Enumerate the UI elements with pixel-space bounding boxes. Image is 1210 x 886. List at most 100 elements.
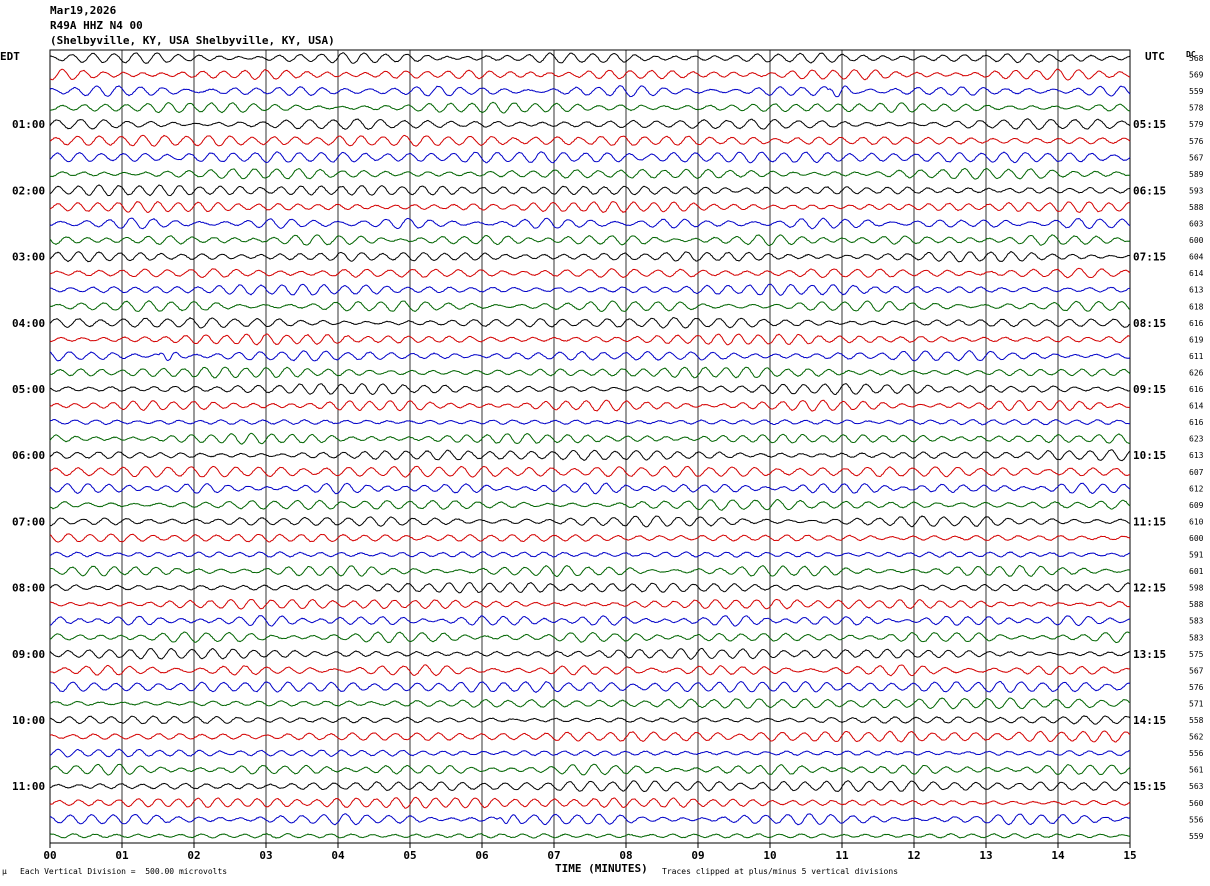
- trace-row-32: [49, 564, 1131, 578]
- right-hour-label: 14:15: [1133, 714, 1166, 727]
- dc-offset-label: 614: [1189, 402, 1204, 411]
- dc-offset-label: 616: [1189, 319, 1204, 328]
- trace-row-30: [49, 533, 1131, 543]
- trace-row-42: [49, 730, 1131, 743]
- trace-row-4: [49, 101, 1131, 114]
- dc-offset-label: 563: [1189, 782, 1204, 791]
- trace-row-29: [49, 515, 1131, 528]
- right-timezone-label: UTC: [1145, 50, 1165, 63]
- dc-offset-label: 588: [1189, 203, 1204, 212]
- trace-row-11: [49, 217, 1131, 230]
- trace-row-45: [49, 780, 1131, 793]
- trace-row-17: [49, 317, 1131, 329]
- trace-row-22: [49, 399, 1131, 412]
- trace-row-38: [49, 664, 1131, 677]
- left-hour-label: 07:00: [12, 515, 45, 528]
- dc-offset-label: 561: [1189, 766, 1204, 775]
- trace-row-7: [49, 151, 1131, 164]
- dc-offset-label: 607: [1189, 468, 1204, 477]
- dc-offset-label: 623: [1189, 435, 1204, 444]
- dc-offset-label: 579: [1189, 120, 1204, 129]
- dc-offset-label: 613: [1189, 451, 1204, 460]
- dc-offset-label: 576: [1189, 137, 1204, 146]
- right-hour-label: 10:15: [1133, 449, 1166, 462]
- trace-row-23: [49, 418, 1131, 426]
- dc-offset-label: 616: [1189, 418, 1204, 427]
- trace-row-6: [49, 134, 1131, 147]
- trace-row-41: [49, 715, 1131, 725]
- left-hour-label: 04:00: [12, 317, 45, 330]
- dc-offset-label: 583: [1189, 617, 1204, 626]
- trace-row-31: [49, 551, 1131, 558]
- trace-row-14: [49, 267, 1131, 279]
- dc-offset-label: 603: [1189, 220, 1204, 229]
- corner-mark: µ: [2, 867, 7, 876]
- right-hour-label: 13:15: [1133, 648, 1166, 661]
- trace-row-48: [49, 832, 1131, 839]
- trace-row-44: [49, 763, 1131, 776]
- trace-row-28: [49, 498, 1131, 511]
- dc-offset-label: 612: [1189, 484, 1204, 493]
- dc-offset-label: 559: [1189, 87, 1204, 96]
- x-tick-label: 05: [403, 849, 416, 862]
- trace-row-18: [49, 333, 1131, 346]
- trace-row-33: [49, 582, 1131, 594]
- dc-offset-label: 559: [1189, 832, 1204, 841]
- dc-offset-label: 583: [1189, 633, 1204, 642]
- trace-row-39: [49, 680, 1131, 694]
- trace-row-24: [49, 432, 1131, 445]
- dc-offset-label: 569: [1189, 71, 1204, 80]
- trace-row-34: [49, 598, 1131, 610]
- x-tick-label: 00: [43, 849, 56, 862]
- left-hour-label: 02:00: [12, 184, 45, 197]
- header-date: Mar19,2026: [50, 4, 117, 17]
- dc-offset-label: 613: [1189, 286, 1204, 295]
- dc-offset-label: 604: [1189, 253, 1204, 262]
- dc-label: DC: [1186, 50, 1196, 59]
- dc-offset-label: 611: [1189, 352, 1204, 361]
- trace-row-20: [49, 366, 1131, 379]
- trace-row-25: [49, 449, 1131, 462]
- trace-row-37: [49, 647, 1131, 660]
- left-hour-label: 05:00: [12, 383, 45, 396]
- left-hour-label: 08:00: [12, 582, 45, 595]
- header-location: (Shelbyville, KY, USA Shelbyville, KY, U…: [50, 34, 335, 47]
- left-hour-label: 11:00: [12, 780, 45, 793]
- trace-row-19: [49, 350, 1131, 362]
- right-hour-label: 07:15: [1133, 251, 1166, 264]
- x-tick-label: 06: [475, 849, 489, 862]
- trace-row-8: [49, 167, 1131, 180]
- x-tick-label: 03: [259, 849, 272, 862]
- trace-row-40: [49, 697, 1131, 710]
- dc-offset-label: 562: [1189, 733, 1204, 742]
- x-tick-label: 10: [763, 849, 776, 862]
- trace-row-27: [49, 482, 1131, 495]
- x-axis-title: TIME (MINUTES): [555, 862, 648, 875]
- dc-offset-label: 600: [1189, 534, 1204, 543]
- trace-row-5: [49, 118, 1131, 130]
- dc-offset-label: 600: [1189, 236, 1204, 245]
- right-hour-label: 05:15: [1133, 118, 1166, 131]
- x-tick-label: 12: [907, 849, 920, 862]
- left-hour-label: 01:00: [12, 118, 45, 131]
- dc-offset-label: 593: [1189, 186, 1204, 195]
- dc-offset-label: 614: [1189, 269, 1204, 278]
- scale-note: Each Vertical Division = 500.00 microvol…: [20, 867, 228, 876]
- left-hour-label: 06:00: [12, 449, 45, 462]
- trace-row-9: [49, 184, 1131, 197]
- trace-row-10: [49, 201, 1131, 214]
- x-tick-label: 13: [979, 849, 992, 862]
- trace-row-46: [49, 796, 1131, 809]
- trace-row-35: [49, 615, 1131, 627]
- dc-offset-label: 576: [1189, 683, 1204, 692]
- plot-frame: [49, 49, 1131, 844]
- dc-offset-label: 588: [1189, 600, 1204, 609]
- right-hour-label: 11:15: [1133, 515, 1166, 528]
- dc-offset-label: 619: [1189, 335, 1204, 344]
- x-tick-label: 07: [547, 849, 560, 862]
- trace-row-2: [49, 68, 1131, 81]
- right-hour-label: 08:15: [1133, 317, 1166, 330]
- x-tick-label: 11: [835, 849, 849, 862]
- dc-offset-label: 567: [1189, 666, 1204, 675]
